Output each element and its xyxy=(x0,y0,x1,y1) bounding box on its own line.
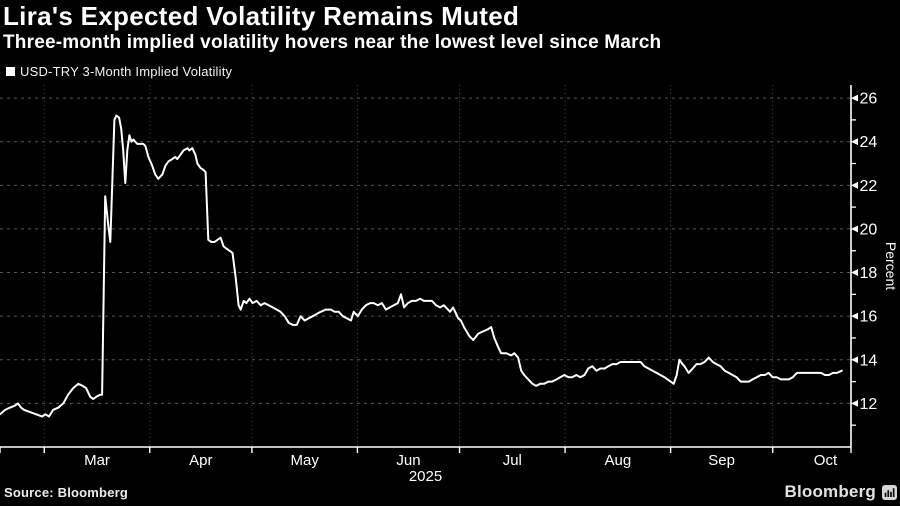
legend-swatch-icon xyxy=(6,67,15,76)
bloomberg-logo: Bloomberg xyxy=(784,482,897,502)
svg-text:Oct: Oct xyxy=(814,452,838,469)
svg-text:Sep: Sep xyxy=(708,452,735,469)
svg-text:12: 12 xyxy=(860,396,878,413)
bar-chart-icon xyxy=(882,484,897,500)
svg-text:22: 22 xyxy=(860,178,878,195)
svg-text:Percent: Percent xyxy=(883,242,899,290)
source-label: Source: Bloomberg xyxy=(4,485,129,500)
svg-text:Aug: Aug xyxy=(604,452,631,469)
svg-text:18: 18 xyxy=(860,265,878,282)
chart-subtitle: Three-month implied volatility hovers ne… xyxy=(3,32,662,53)
svg-text:May: May xyxy=(290,452,319,469)
legend-label: USD-TRY 3-Month Implied Volatility xyxy=(20,64,233,79)
svg-text:Jun: Jun xyxy=(396,452,420,469)
bloomberg-logo-text: Bloomberg xyxy=(784,482,876,501)
chart-legend: USD-TRY 3-Month Implied Volatility xyxy=(6,64,232,79)
svg-text:14: 14 xyxy=(860,352,878,369)
svg-text:Apr: Apr xyxy=(189,452,212,469)
svg-text:20: 20 xyxy=(860,221,878,238)
svg-text:2025: 2025 xyxy=(409,468,442,485)
svg-text:24: 24 xyxy=(860,134,878,151)
svg-text:16: 16 xyxy=(860,309,878,326)
svg-text:Jul: Jul xyxy=(503,452,522,469)
page-title: Lira's Expected Volatility Remains Muted xyxy=(3,1,520,31)
svg-text:26: 26 xyxy=(860,91,878,108)
svg-text:Mar: Mar xyxy=(84,452,110,469)
